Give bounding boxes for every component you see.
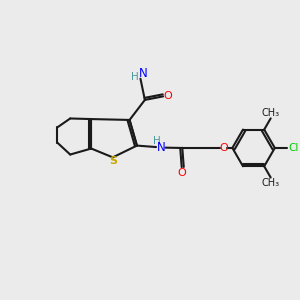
Text: O: O	[164, 92, 172, 101]
Text: N: N	[138, 67, 147, 80]
Text: H: H	[131, 72, 139, 82]
Text: O: O	[219, 143, 228, 153]
Text: S: S	[109, 157, 117, 166]
Text: CH₃: CH₃	[262, 178, 280, 188]
Text: CH₃: CH₃	[262, 108, 280, 118]
Text: Cl: Cl	[289, 143, 299, 153]
Text: O: O	[178, 168, 186, 178]
Text: N: N	[157, 141, 166, 154]
Text: H: H	[153, 136, 160, 146]
